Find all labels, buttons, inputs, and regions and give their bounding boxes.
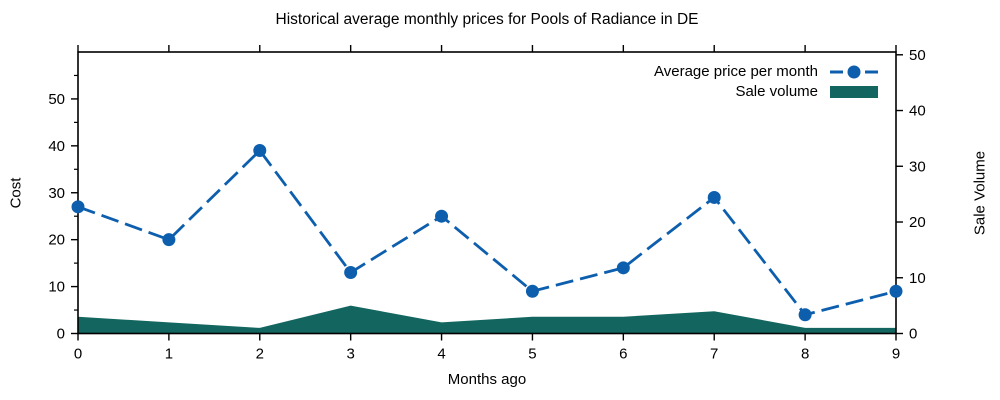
legend: Average price per month Sale volume: [654, 62, 878, 101]
price-marker-month-1: [162, 233, 176, 247]
right-tick-label-50: 50: [909, 47, 926, 64]
x-axis-title: Months ago: [447, 371, 527, 388]
right-tick-label-40: 40: [909, 103, 926, 120]
price-marker-month-9: [889, 284, 903, 298]
x-tick-label-0: 0: [74, 346, 82, 363]
legend-entry-average-price: Average price per month: [654, 62, 878, 81]
price-marker-month-5: [525, 284, 539, 298]
right-axis-title: Sale Volume: [971, 150, 989, 236]
chart-title: Historical average monthly prices for Po…: [275, 11, 699, 28]
legend-sample-dashed-line-icon: [830, 65, 878, 78]
right-tick-label-0: 0: [909, 326, 917, 343]
sale-volume-area: [78, 305, 896, 334]
price-marker-month-8: [798, 308, 812, 322]
legend-label-average-price: Average price per month: [654, 63, 818, 80]
price-marker-month-2: [253, 144, 267, 158]
right-tick-label-30: 30: [909, 158, 926, 175]
right-tick-label-10: 10: [909, 270, 926, 287]
x-tick-label-1: 1: [165, 346, 173, 363]
left-tick-label-10: 10: [48, 279, 65, 296]
left-tick-label-40: 40: [48, 138, 65, 155]
price-marker-month-6: [616, 261, 630, 275]
x-tick-label-9: 9: [892, 346, 900, 363]
legend-label-sale-volume: Sale volume: [735, 83, 818, 100]
average-price-line: [77, 148, 897, 317]
x-tick-label-8: 8: [801, 346, 809, 363]
x-tick-label-2: 2: [256, 346, 264, 363]
left-tick-label-50: 50: [48, 91, 65, 108]
price-marker-month-4: [435, 209, 449, 223]
legend-sample-area-swatch-icon: [830, 85, 878, 98]
left-tick-label-20: 20: [48, 232, 65, 249]
x-tick-label-4: 4: [437, 346, 445, 363]
x-tick-label-5: 5: [528, 346, 536, 363]
legend-entry-sale-volume: Sale volume: [654, 82, 878, 101]
x-tick-label-6: 6: [619, 346, 627, 363]
left-tick-label-30: 30: [48, 185, 65, 202]
x-tick-label-7: 7: [710, 346, 718, 363]
price-marker-month-0: [71, 200, 85, 214]
x-tick-label-3: 3: [346, 346, 354, 363]
price-marker-month-3: [344, 266, 358, 280]
left-axis-title: Cost: [7, 177, 25, 209]
left-tick-label-0: 0: [57, 326, 65, 343]
right-tick-label-20: 20: [909, 214, 926, 231]
price-marker-month-7: [707, 190, 721, 204]
